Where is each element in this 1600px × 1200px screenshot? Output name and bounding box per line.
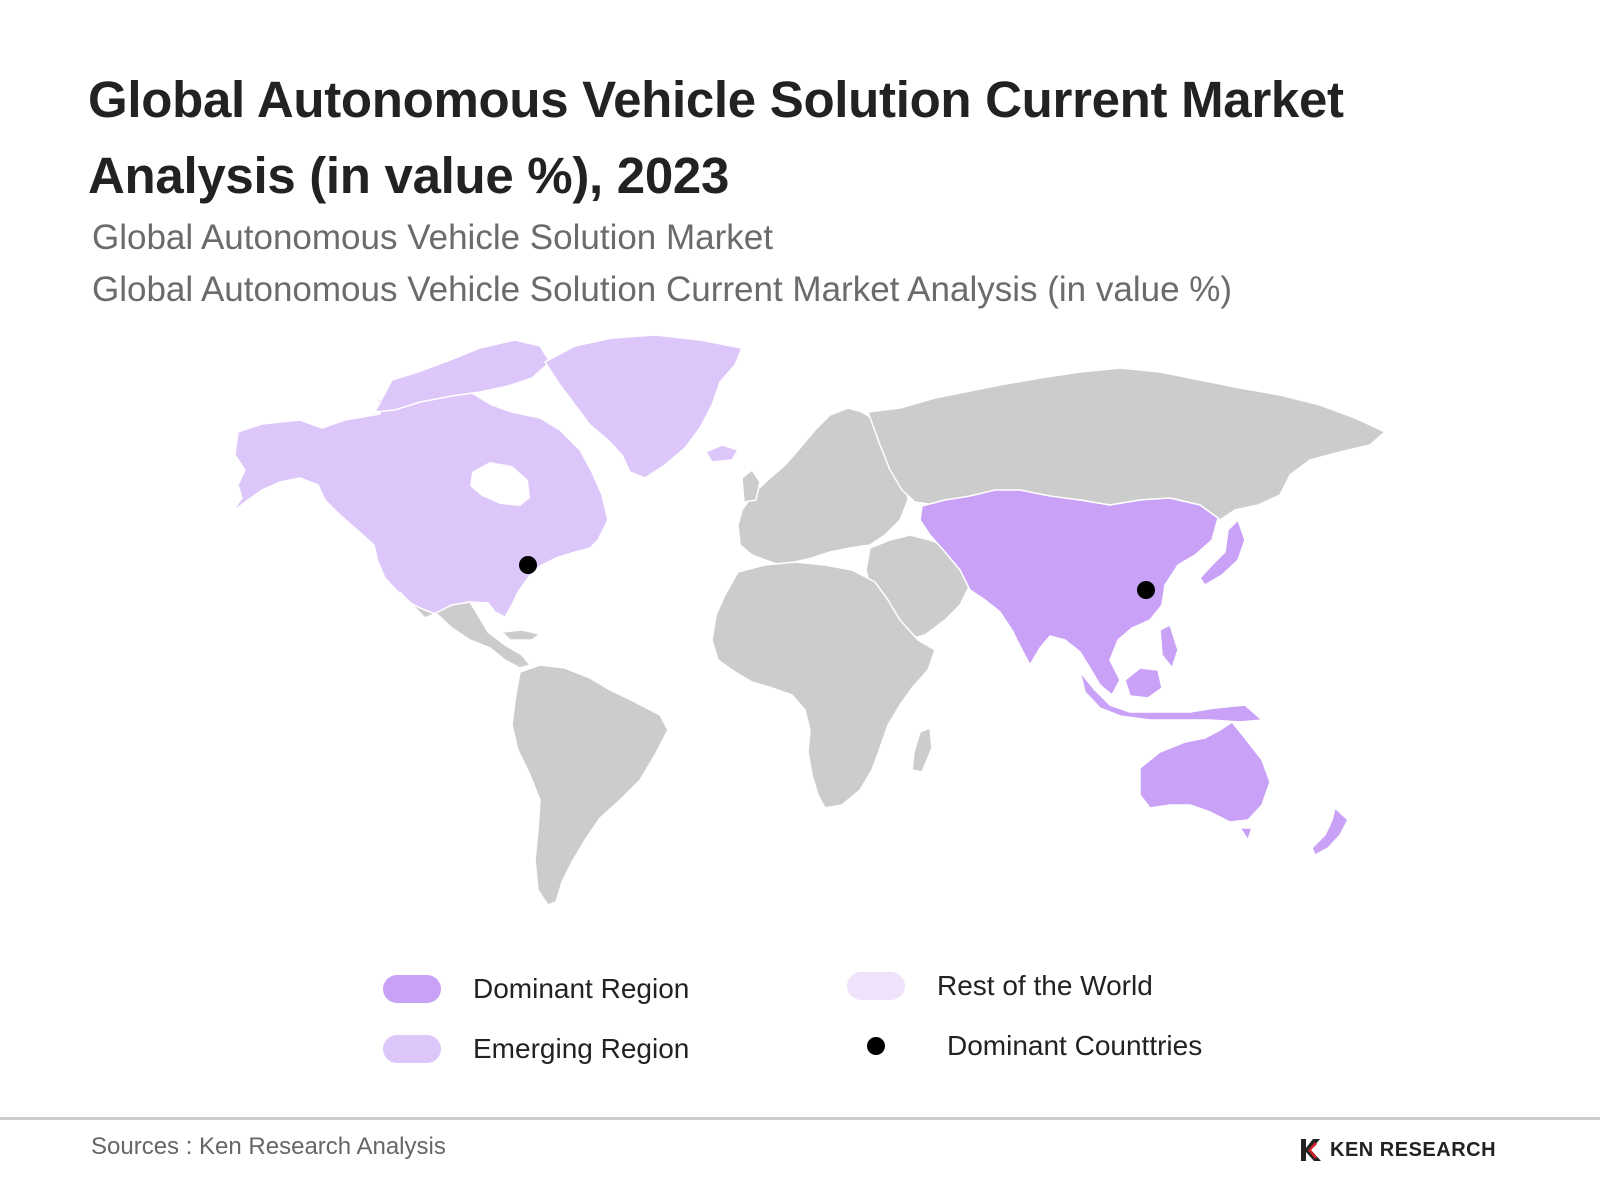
legend-dot-icon xyxy=(867,1037,885,1055)
legend-label-countries: Dominant Counttries xyxy=(947,1030,1203,1061)
region-caribbean xyxy=(501,629,541,641)
world-map xyxy=(231,334,1386,906)
page-title: Global Autonomous Vehicle Solution Curre… xyxy=(88,71,1344,204)
region-greenland xyxy=(544,334,743,479)
subtitle-market: Global Autonomous Vehicle Solution Marke… xyxy=(92,218,773,257)
legend-rest-of-world: Rest of the World xyxy=(847,970,1153,1002)
region-uk xyxy=(741,469,761,503)
hudson-bay xyxy=(470,462,530,506)
footer-divider xyxy=(0,1117,1600,1120)
region-africa xyxy=(711,561,936,809)
dominant-country-dot-usa xyxy=(519,556,537,574)
legend-dominant-region: Dominant Region xyxy=(383,973,689,1005)
region-iceland xyxy=(705,444,739,463)
region-central-america xyxy=(399,591,531,669)
region-philippines xyxy=(1159,624,1179,669)
legend-emerging-region: Emerging Region xyxy=(383,1033,689,1065)
subtitle-analysis: Global Autonomous Vehicle Solution Curre… xyxy=(92,270,1233,309)
region-asia-pacific xyxy=(919,489,1219,696)
ken-research-logo-text: KEN RESEARCH xyxy=(1330,1138,1497,1161)
legend-swatch-rest xyxy=(847,972,905,1000)
legend-label-rest: Rest of the World xyxy=(937,970,1153,1001)
region-madagascar xyxy=(911,727,933,773)
legend-dominant-countries: Dominant Counttries xyxy=(847,1030,1202,1062)
region-south-america xyxy=(511,664,669,906)
region-new-zealand xyxy=(1311,807,1349,856)
legend-swatch-dominant xyxy=(383,975,441,1003)
region-europe xyxy=(737,407,909,566)
dominant-country-dot-china xyxy=(1137,581,1155,599)
region-southeast-asia xyxy=(1079,671,1263,723)
legend-label-emerging: Emerging Region xyxy=(473,1033,690,1064)
region-japan xyxy=(1199,519,1246,586)
region-tasmania xyxy=(1239,827,1253,841)
source-note: Sources : Ken Research Analysis xyxy=(91,1133,446,1160)
region-australia xyxy=(1139,721,1271,823)
legend-swatch-emerging xyxy=(383,1035,441,1063)
region-russia xyxy=(867,367,1386,521)
ken-research-logo: KEN RESEARCH xyxy=(1298,1137,1496,1163)
region-borneo xyxy=(1124,667,1163,699)
ken-research-logo-icon xyxy=(1301,1139,1321,1161)
region-north-america xyxy=(231,389,609,619)
legend-label-dominant: Dominant Region xyxy=(473,973,690,1004)
